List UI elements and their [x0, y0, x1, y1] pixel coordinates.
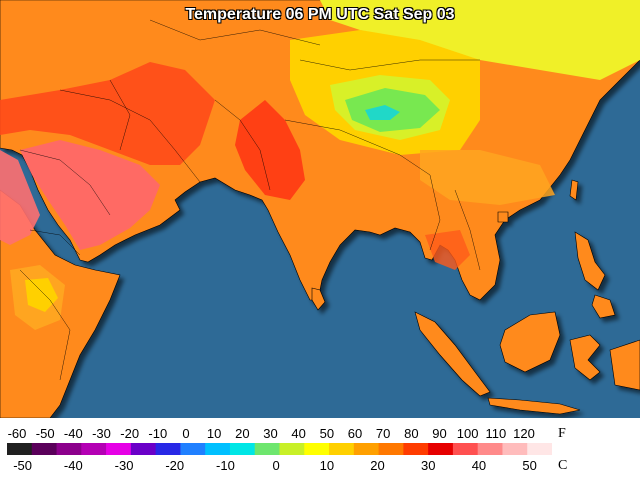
legend-color-swatch — [378, 443, 404, 455]
celsius-tick-label: 30 — [420, 458, 436, 473]
legend-color-swatch — [304, 443, 330, 455]
legend-color-swatch — [329, 443, 355, 455]
celsius-tick-label: -30 — [114, 458, 134, 473]
southeast-asia-warm-zone — [420, 150, 555, 205]
legend-color-swatch — [155, 443, 181, 455]
legend-color-swatch — [254, 443, 280, 455]
legend-color-swatch — [502, 443, 528, 455]
temperature-contours — [0, 0, 640, 330]
fahrenheit-tick-label: -30 — [92, 426, 111, 441]
africa-extreme-zone — [0, 150, 40, 245]
hainan — [497, 211, 509, 223]
celsius-tick-label: -50 — [13, 458, 33, 473]
fahrenheit-unit-label: F — [558, 426, 566, 441]
philippines-south — [591, 294, 616, 319]
north-cool-zone — [320, 0, 640, 80]
fahrenheit-tick-label: 90 — [432, 426, 447, 441]
legend-color-swatch — [130, 443, 157, 455]
sri-lanka — [311, 287, 326, 311]
legend-color-swatch — [31, 443, 58, 455]
celsius-tick-label: -10 — [216, 458, 235, 473]
fahrenheit-tick-label: 80 — [404, 426, 419, 441]
legend-color-swatch — [452, 443, 479, 455]
ethiopia-mild-zone — [25, 278, 58, 312]
legend-color-swatch — [56, 443, 82, 455]
celsius-tick-label: -40 — [63, 458, 83, 473]
celsius-tick-label: 50 — [522, 458, 537, 473]
legend-color-swatch — [527, 443, 552, 455]
celsius-unit-label: C — [558, 458, 568, 473]
celsius-tick-label: 40 — [471, 458, 487, 473]
fahrenheit-tick-label: 100 — [456, 426, 479, 441]
south-asia-hot-zone — [235, 100, 305, 200]
fahrenheit-tick-label: -20 — [120, 426, 140, 441]
legend-color-swatch — [205, 443, 231, 455]
map-title: Temperature 06 PM UTC Sat Sep 03 — [185, 6, 455, 23]
legend-color-swatch — [428, 443, 454, 455]
celsius-tick-label: 10 — [319, 458, 335, 473]
new-guinea — [609, 339, 640, 391]
sulawesi — [569, 334, 601, 381]
legend-color-swatch — [7, 443, 33, 455]
fahrenheit-tick-label: 110 — [485, 426, 507, 441]
borneo — [499, 311, 561, 373]
temperature-map — [0, 0, 640, 418]
sumatra — [414, 311, 491, 397]
legend-color-swatch — [279, 443, 305, 455]
taiwan — [569, 179, 579, 201]
fahrenheit-tick-label: 70 — [375, 426, 391, 441]
temperature-legend: -60 -50 -40 -30 -20 -10 0 10 20 30 40 50 60 70 80 90 100… — [0, 418, 640, 480]
celsius-tick-label: 0 — [272, 458, 280, 473]
fahrenheit-tick-label: -40 — [63, 426, 83, 441]
legend-color-swatch — [229, 443, 256, 455]
fahrenheit-tick-label: 10 — [206, 426, 222, 441]
legend-color-swatch — [180, 443, 206, 455]
legend-color-swatch — [403, 443, 429, 455]
legend-color-swatch — [353, 443, 380, 455]
legend-color-swatch — [477, 443, 503, 455]
legend-color-swatch — [106, 443, 132, 455]
fahrenheit-tick-label: -10 — [148, 426, 168, 441]
arabia-extreme-zone — [20, 140, 160, 250]
fahrenheit-tick-label: 40 — [291, 426, 306, 441]
fahrenheit-tick-label: 60 — [347, 426, 363, 441]
fahrenheit-tick-label: 20 — [235, 426, 250, 441]
celsius-tick-label: -20 — [165, 458, 185, 473]
legend-color-swatch — [81, 443, 107, 455]
tibet-coldest-zone — [365, 105, 400, 120]
fahrenheit-tick-label: -60 — [7, 426, 27, 441]
borders — [19, 19, 481, 381]
legend-color-bar — [7, 443, 552, 455]
philippines — [574, 231, 606, 291]
indochina-hot-zone — [425, 230, 470, 270]
fahrenheit-tick-label: 0 — [182, 426, 190, 441]
fahrenheit-tick-label: 120 — [513, 426, 535, 441]
java — [487, 397, 581, 415]
fahrenheit-tick-label: -50 — [35, 426, 55, 441]
middle-east-hot-zone — [0, 62, 215, 165]
fahrenheit-tick-label: 30 — [263, 426, 278, 441]
fahrenheit-tick-label: 50 — [319, 426, 335, 441]
celsius-tick-label: 20 — [370, 458, 385, 473]
